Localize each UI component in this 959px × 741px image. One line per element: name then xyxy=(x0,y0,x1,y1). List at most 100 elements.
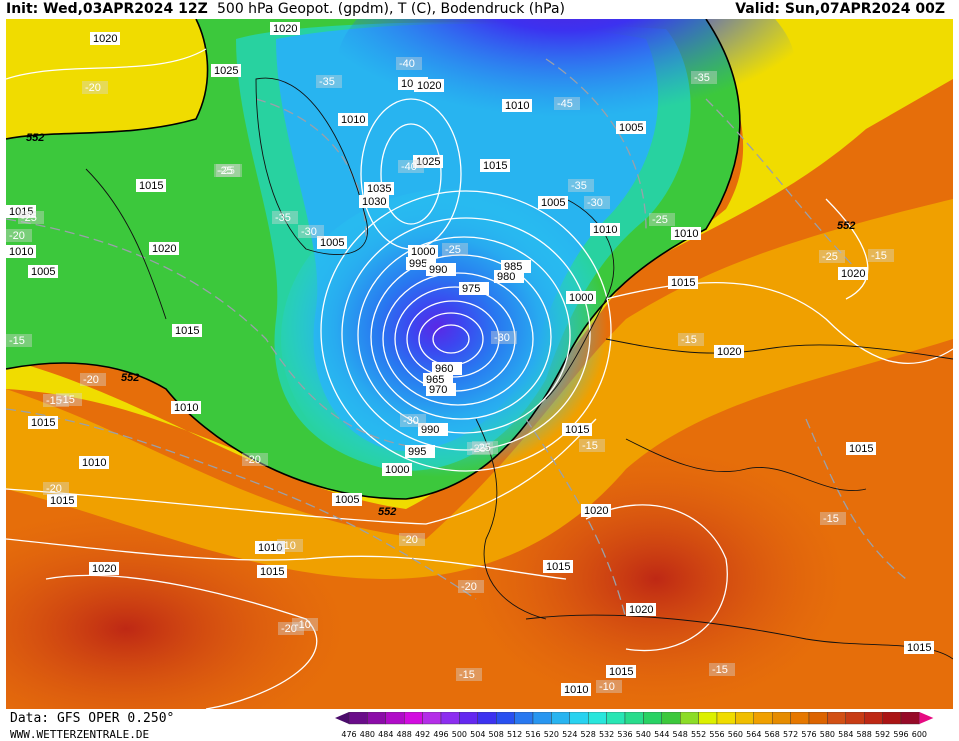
temperature-label: -35 xyxy=(694,72,710,84)
scale-tick-label: 516 xyxy=(525,730,540,739)
scale-cell xyxy=(772,712,791,725)
temperature-label: -15 xyxy=(871,250,887,262)
geopotential-label: 552 xyxy=(378,506,396,518)
temperature-label: -20 xyxy=(402,534,418,546)
pressure-label: 1010 xyxy=(174,402,198,414)
temperature-label: -10 xyxy=(599,681,615,693)
scale-cell xyxy=(900,712,920,725)
pressure-label: 1005 xyxy=(541,197,565,209)
geopotential-label: 552 xyxy=(837,220,855,232)
temperature-label: -25 xyxy=(21,212,37,224)
scale-tick-label: 512 xyxy=(507,730,522,739)
pressure-label: 1005 xyxy=(320,237,344,249)
scale-tick-label: 480 xyxy=(360,730,375,739)
weather-map[interactable]: 1020 1025 1010 1010 1005 1015 1035 1030 … xyxy=(6,19,953,709)
scale-tick-label: 572 xyxy=(783,730,798,739)
pressure-label: 1010 xyxy=(505,100,529,112)
pressure-label: 1010 xyxy=(9,246,33,258)
pressure-label: 1020 xyxy=(584,505,608,517)
temperature-label: -15 xyxy=(712,664,728,676)
temperature-label: -20 xyxy=(46,483,62,495)
init-time: Init: Wed,03APR2024 12Z xyxy=(6,1,208,17)
pressure-label: 1030 xyxy=(362,196,386,208)
temperature-label: -25 xyxy=(219,165,235,177)
scale-cell xyxy=(698,712,718,725)
scale-tick-label: 488 xyxy=(397,730,412,739)
scale-arrow-right xyxy=(919,712,934,724)
geopotential-label: 552 xyxy=(121,372,139,384)
temperature-label: -25 xyxy=(445,244,461,256)
scale-tick-label: 484 xyxy=(378,730,393,739)
scale-cell xyxy=(532,712,552,725)
scale-tick-label: 520 xyxy=(544,730,559,739)
temperature-label: -35 xyxy=(275,212,291,224)
pressure-label: 1020 xyxy=(417,80,441,92)
pressure-label: 1015 xyxy=(139,180,163,192)
scale-tick-label: 532 xyxy=(599,730,614,739)
website: WWW.WETTERZENTRALE.DE xyxy=(10,728,150,741)
pressure-label: 1020 xyxy=(717,346,741,358)
data-source: Data: GFS OPER 0.250° xyxy=(10,711,175,726)
pressure-label: 1020 xyxy=(93,33,117,45)
pressure-label: 1015 xyxy=(849,443,873,455)
scale-cell xyxy=(661,712,681,725)
scale-tick-label: 580 xyxy=(820,730,835,739)
scale-tick-label: 492 xyxy=(415,730,430,739)
temperature-label: -15 xyxy=(459,669,475,681)
temperature-label: -35 xyxy=(319,76,335,88)
orange-band xyxy=(6,199,953,579)
temperature-label: -15 xyxy=(582,440,598,452)
pressure-label: 1010 xyxy=(341,114,365,126)
temperature-label: -20 xyxy=(461,581,477,593)
yellow-nw xyxy=(6,19,210,159)
pressure-label: 975 xyxy=(462,283,480,295)
scale-ticks: 476 480 484 488 492 496 500 504 508 512 516 520 524 5… xyxy=(341,730,927,739)
pressure-label: 990 xyxy=(421,424,439,436)
scale-cell xyxy=(845,712,865,725)
pressure-label: 1000 xyxy=(411,246,435,258)
temperature-label: -25 xyxy=(652,214,668,226)
temperature-label: -15 xyxy=(9,335,25,347)
pressure-label: 1010 xyxy=(564,684,588,696)
scale-cell xyxy=(643,712,662,725)
pressure-labels: 1020 1025 1010 1010 1005 1015 1035 1030 … xyxy=(6,22,934,696)
scale-tick-label: 592 xyxy=(875,730,890,739)
scale-tick-label: 552 xyxy=(691,730,706,739)
pressure-label: 980 xyxy=(497,271,515,283)
scale-tick-label: 504 xyxy=(470,730,485,739)
scale-tick-label: 528 xyxy=(581,730,596,739)
pressure-label: 1015 xyxy=(260,566,284,578)
pressure-label: 1010 xyxy=(674,228,698,240)
scale-tick-label: 600 xyxy=(912,730,927,739)
scale-cell xyxy=(569,712,589,725)
temperature-label: -40 xyxy=(401,161,417,173)
temperature-label: -15 xyxy=(681,334,697,346)
temperature-label: -30 xyxy=(587,197,603,209)
pressure-label: 1010 xyxy=(593,224,617,236)
scale-cell xyxy=(624,712,644,725)
scale-cell xyxy=(477,712,497,725)
temperature-labels: -20 -25 -35 -25 -30 -35 -40 -40 -45 -35 … xyxy=(6,57,894,693)
temperature-label: -20 xyxy=(281,623,297,635)
scale-cell xyxy=(827,712,846,725)
scale-tick-label: 560 xyxy=(728,730,743,739)
temperature-label: -15 xyxy=(823,513,839,525)
pressure-label: 1000 xyxy=(569,292,593,304)
pressure-label: 1005 xyxy=(619,122,643,134)
pressure-label: 1020 xyxy=(92,563,116,575)
scale-tick-label: 496 xyxy=(433,730,448,739)
scale-cell xyxy=(606,712,626,725)
scale-tick-label: 596 xyxy=(893,730,908,739)
temperature-label: -20 xyxy=(9,230,25,242)
pressure-label: 960 xyxy=(435,363,453,375)
temperature-label: -10 xyxy=(280,540,296,552)
temperature-label: -25 xyxy=(217,165,233,177)
scale-cell xyxy=(790,712,810,725)
scale-tick-label: 564 xyxy=(746,730,761,739)
pressure-label: 1015 xyxy=(671,277,695,289)
scale-cell xyxy=(716,712,736,725)
scale-tick-label: 556 xyxy=(709,730,724,739)
scale-tick-label: 500 xyxy=(452,730,467,739)
scale-cell xyxy=(403,712,423,725)
pressure-label: 990 xyxy=(429,264,447,276)
